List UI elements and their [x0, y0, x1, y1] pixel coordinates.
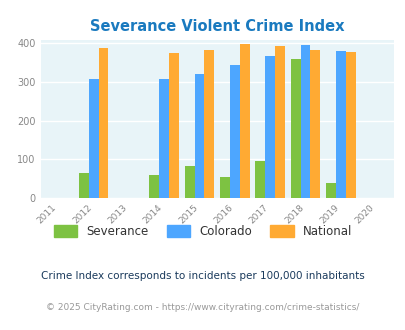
- Bar: [229, 65, 239, 198]
- Bar: [264, 56, 275, 198]
- Bar: [204, 50, 214, 198]
- Bar: [335, 51, 345, 198]
- Bar: [310, 50, 320, 198]
- Bar: [184, 166, 194, 198]
- Bar: [290, 59, 300, 198]
- Bar: [98, 49, 108, 198]
- Bar: [220, 177, 229, 198]
- Bar: [169, 53, 179, 198]
- Bar: [149, 175, 159, 198]
- Bar: [345, 52, 355, 198]
- Bar: [275, 46, 284, 198]
- Bar: [159, 79, 169, 198]
- Text: © 2025 CityRating.com - https://www.cityrating.com/crime-statistics/: © 2025 CityRating.com - https://www.city…: [46, 303, 359, 312]
- Text: Crime Index corresponds to incidents per 100,000 inhabitants: Crime Index corresponds to incidents per…: [41, 271, 364, 281]
- Bar: [325, 182, 335, 198]
- Title: Severance Violent Crime Index: Severance Violent Crime Index: [90, 19, 343, 34]
- Bar: [255, 161, 264, 198]
- Bar: [300, 45, 310, 198]
- Bar: [194, 74, 204, 198]
- Legend: Severance, Colorado, National: Severance, Colorado, National: [49, 220, 356, 243]
- Bar: [88, 79, 98, 198]
- Bar: [79, 173, 88, 198]
- Bar: [239, 44, 249, 198]
